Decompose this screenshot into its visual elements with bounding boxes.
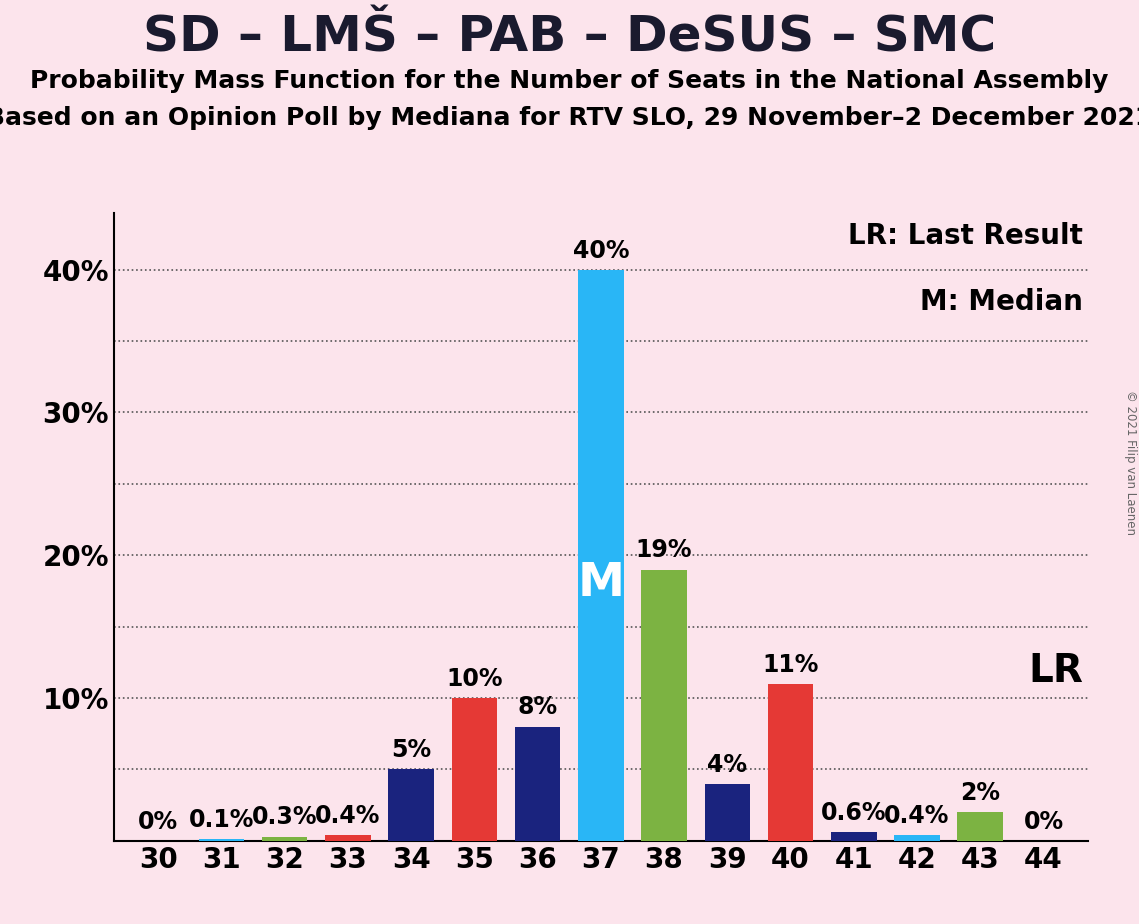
Text: 0.3%: 0.3% [252, 806, 318, 830]
Text: 0.4%: 0.4% [884, 804, 950, 828]
Text: 11%: 11% [762, 652, 819, 676]
Text: LR: LR [1029, 652, 1083, 690]
Text: 0.4%: 0.4% [316, 804, 380, 828]
Text: Based on an Opinion Poll by Mediana for RTV SLO, 29 November–2 December 2021: Based on an Opinion Poll by Mediana for … [0, 106, 1139, 130]
Text: 8%: 8% [517, 696, 558, 720]
Bar [768, 684, 813, 841]
Text: SD – LMŠ – PAB – DeSUS – SMC: SD – LMŠ – PAB – DeSUS – SMC [142, 14, 997, 62]
Text: 0.6%: 0.6% [821, 801, 886, 825]
Bar [894, 835, 940, 841]
Text: © 2021 Filip van Laenen: © 2021 Filip van Laenen [1124, 390, 1137, 534]
Text: LR: Last Result: LR: Last Result [849, 222, 1083, 250]
Bar [831, 833, 877, 841]
Bar [262, 836, 308, 841]
Bar [515, 726, 560, 841]
Text: 0%: 0% [138, 809, 178, 833]
Text: Probability Mass Function for the Number of Seats in the National Assembly: Probability Mass Function for the Number… [31, 69, 1108, 93]
Text: 40%: 40% [573, 238, 629, 262]
Bar [641, 569, 687, 841]
Text: 19%: 19% [636, 539, 693, 563]
Text: 0.1%: 0.1% [189, 808, 254, 833]
Bar [451, 698, 497, 841]
Text: 0%: 0% [1024, 809, 1064, 833]
Bar [705, 784, 751, 841]
Bar [579, 270, 623, 841]
Bar [198, 839, 244, 841]
Text: 10%: 10% [446, 667, 502, 691]
Text: M: Median: M: Median [920, 288, 1083, 316]
Text: 4%: 4% [707, 752, 747, 776]
Bar [325, 835, 370, 841]
Text: 2%: 2% [960, 781, 1000, 805]
Bar [388, 770, 434, 841]
Text: M: M [577, 561, 624, 606]
Bar [958, 812, 1003, 841]
Text: 5%: 5% [391, 738, 432, 762]
